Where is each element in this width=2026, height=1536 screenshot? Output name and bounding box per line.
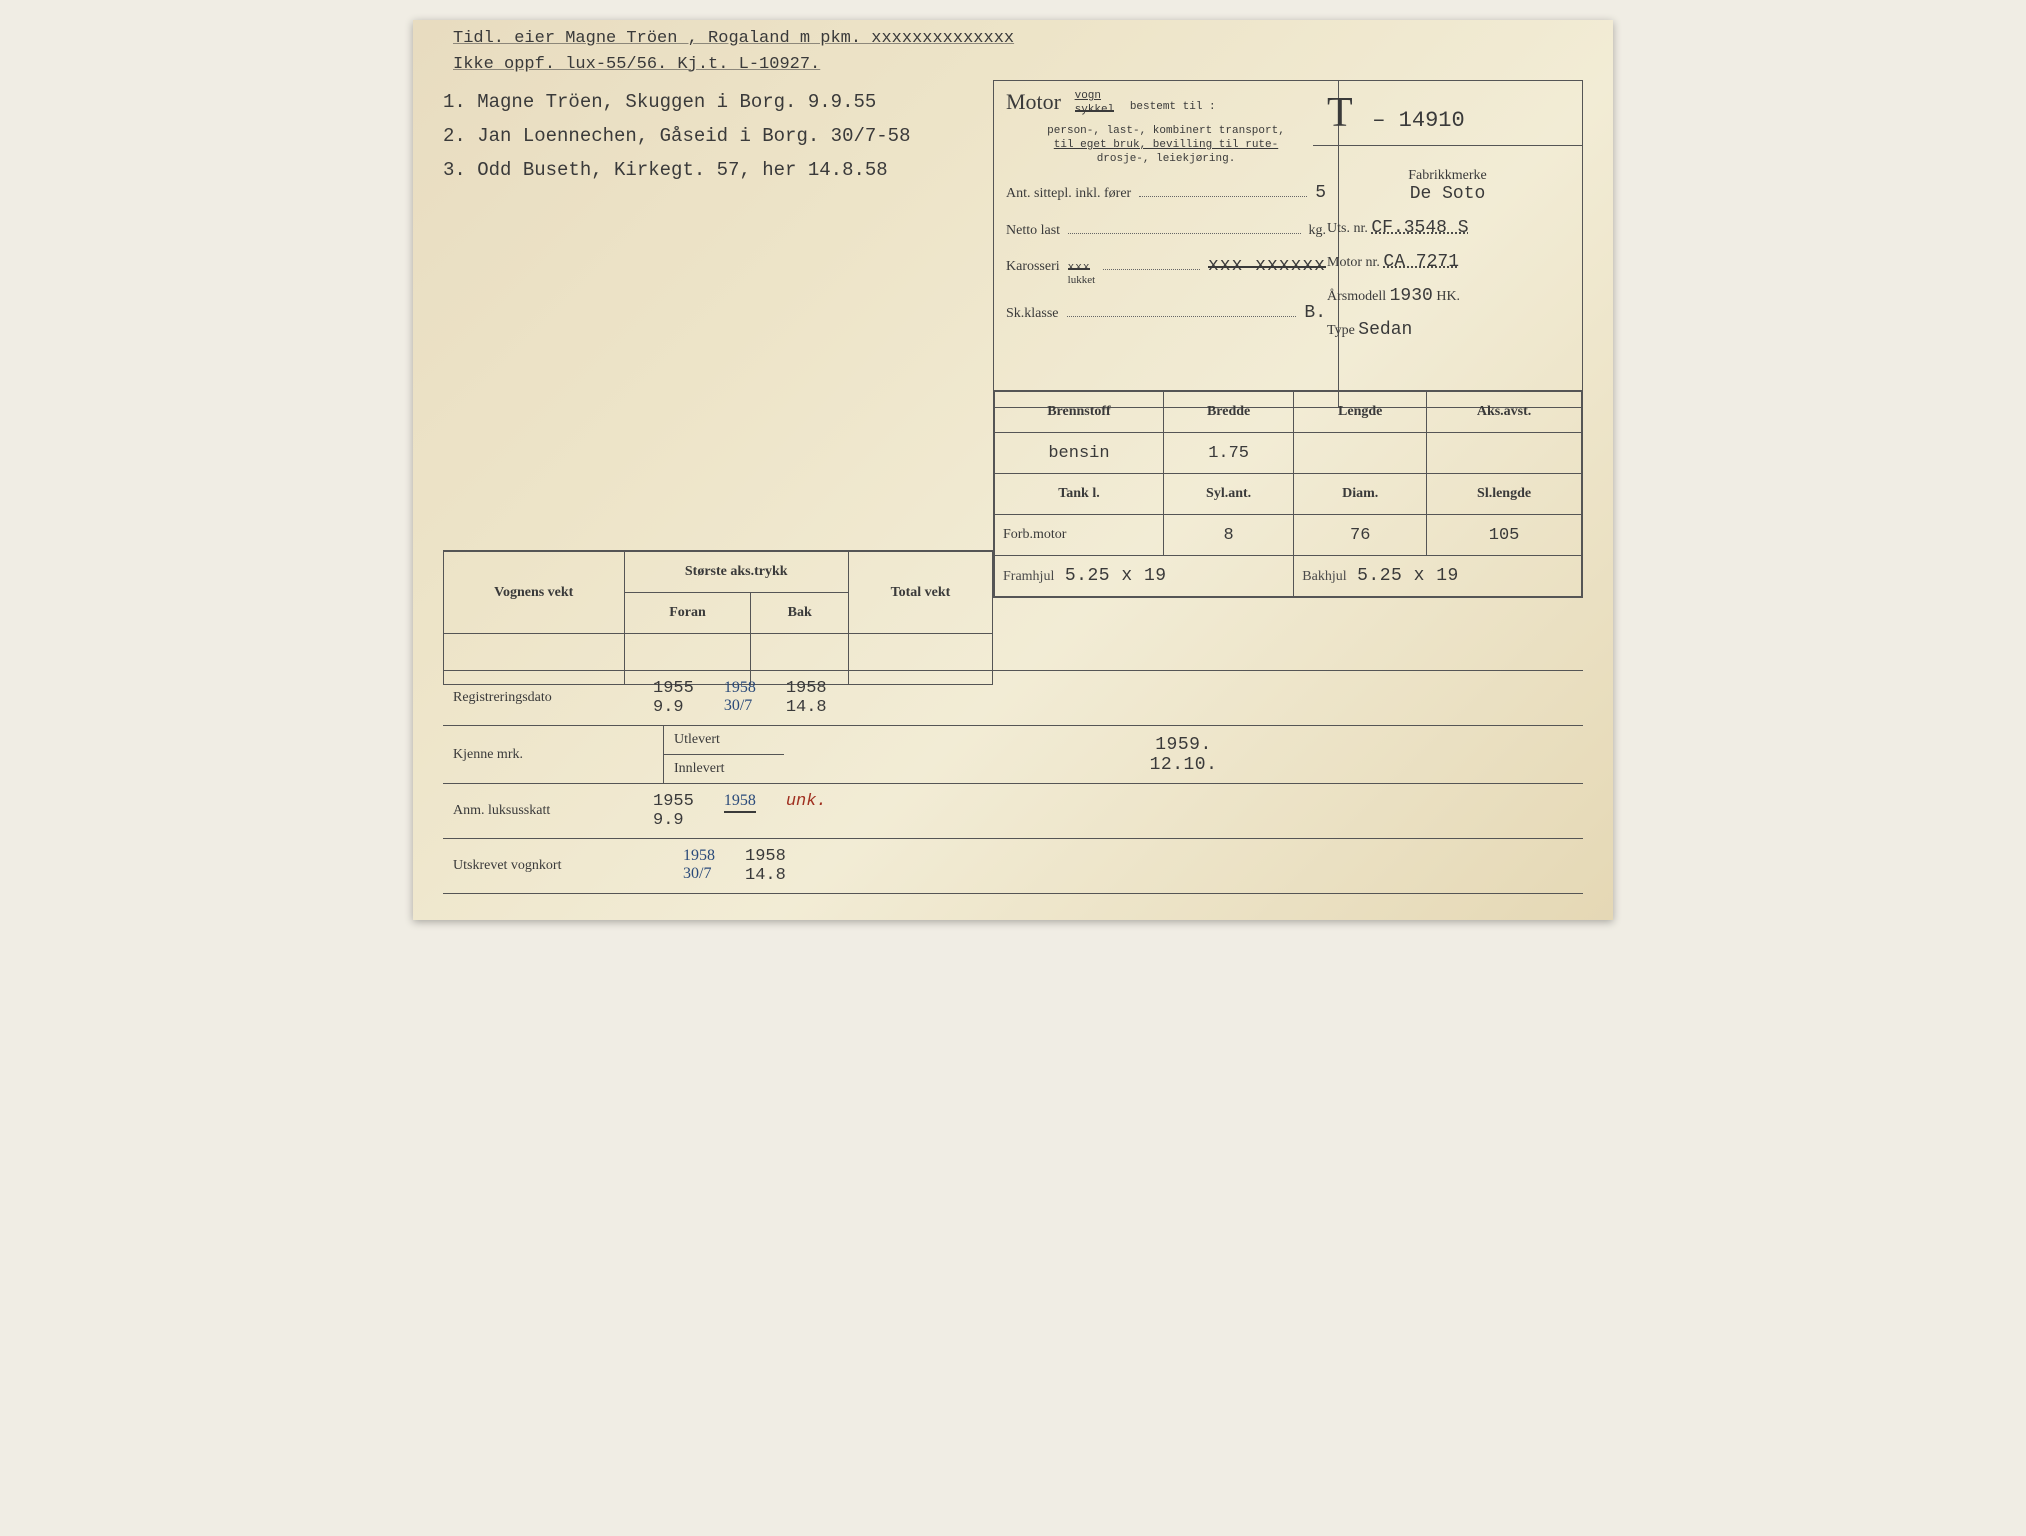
type: Sedan (1358, 320, 1412, 340)
vognkort-3: 1958 14.8 (745, 847, 786, 885)
luksus-2: 1958 (724, 792, 756, 830)
hdr-brennstoff: Brennstoff (995, 392, 1164, 433)
regdato-1: 1955 9.9 (653, 679, 694, 717)
netto-label: Netto last (1006, 223, 1060, 239)
val-lengde (1294, 433, 1427, 474)
type-label: Type (1327, 323, 1355, 338)
motornr-label: Motor nr. (1327, 255, 1380, 270)
framhjul-label: Framhjul (1003, 569, 1054, 584)
weight-grid: Vognens vekt Største aks.trykk Total vek… (443, 550, 993, 685)
innlevert-val: 1959. 12.10. (784, 729, 1583, 781)
luksus-red: unk. (786, 792, 827, 830)
vognkort-label: Utskrevet vognkort (453, 858, 653, 874)
innlevert-label: Innlevert (664, 755, 784, 783)
owner-3: 3. Odd Buseth, Kirkegt. 57, her 14.8.58 (443, 153, 983, 187)
utlevert-label: Utlevert (664, 726, 784, 755)
hdr-lengde: Lengde (1294, 392, 1427, 433)
motor-desc2: til eget bruk, bevilling til rute- (1054, 139, 1278, 151)
kjenne-label: Kjenne mrk. (443, 741, 663, 769)
val-brennstoff: bensin (995, 433, 1164, 474)
karosseri-x: xxx xxxxxx (1208, 256, 1326, 276)
hdr-bredde: Bredde (1163, 392, 1293, 433)
spec-grid: Brennstoff Bredde Lengde Aks.avst. bensi… (993, 390, 1583, 598)
utsnr: CF.3548 S (1371, 218, 1468, 238)
hdr-tank: Tank l. (995, 474, 1164, 515)
val-sllengde: 105 (1427, 515, 1582, 556)
karosseri-label: Karosseri (1006, 259, 1060, 275)
skklasse-label: Sk.klasse (1006, 306, 1059, 322)
karosseri-opts: lukket (1068, 274, 1096, 286)
registration-box: T – 14910 Fabrikkmerke De Soto Uts. nr. … (1313, 80, 1583, 408)
registration-card: Tidl. eier Magne Tröen , Rogaland m pkm.… (413, 20, 1613, 920)
utsnr-label: Uts. nr. (1327, 221, 1368, 236)
luksus-label: Anm. luksusskatt (453, 803, 653, 819)
owners-list: 1. Magne Tröen, Skuggen i Borg. 9.9.55 2… (443, 85, 983, 188)
arsmodell: 1930 (1390, 286, 1433, 306)
bakhjul-label: Bakhjul (1302, 569, 1346, 584)
vognens-vekt-label: Vognens vekt (444, 552, 625, 634)
fabrikkmerke-label: Fabrikkmerke (1327, 168, 1568, 184)
motor-desc1: person-, last-, kombinert transport, (1006, 124, 1326, 138)
bak-label: Bak (751, 593, 849, 634)
total-vekt-label: Total vekt (848, 552, 992, 634)
top-note-1: Tidl. eier Magne Tröen , Rogaland m pkm.… (453, 26, 1573, 52)
reg-number: – 14910 (1372, 108, 1464, 133)
hdr-diam: Diam. (1294, 474, 1427, 515)
bakhjul: 5.25 x 19 (1357, 566, 1459, 586)
regdato-label: Registreringsdato (453, 690, 653, 706)
motor-vogn: vogn (1075, 90, 1101, 102)
vognkort-2: 1958 30/7 (683, 847, 715, 885)
sitt-label: Ant. sittepl. inkl. fører (1006, 186, 1131, 202)
hdr-sllengde: Sl.lengde (1427, 474, 1582, 515)
top-note-2: Ikke oppf. lux-55/56. Kj.t. L-10927. (453, 52, 1573, 78)
bottom-rows: Registreringsdato 1955 9.9 1958 30/7 195… (443, 670, 1583, 894)
val-diam: 76 (1294, 515, 1427, 556)
val-bredde: 1.75 (1163, 433, 1293, 474)
motor-desc3: drosje-, leiekjøring. (1006, 152, 1326, 166)
hdr-sylant: Syl.ant. (1163, 474, 1293, 515)
owner-1: 1. Magne Tröen, Skuggen i Borg. 9.9.55 (443, 85, 983, 119)
motor-sykkel: sykkel (1075, 104, 1115, 116)
hdr-aksavst: Aks.avst. (1427, 392, 1582, 433)
motor-box: Motor vogn sykkel bestemt til : person-,… (993, 80, 1339, 408)
luksus-1: 1955 9.9 (653, 792, 694, 830)
motor-bestemt: bestemt til : (1130, 101, 1216, 113)
val-sylant: 8 (1163, 515, 1293, 556)
owner-2: 2. Jan Loennechen, Gåseid i Borg. 30/7-5… (443, 119, 983, 153)
hk-label: HK. (1436, 289, 1460, 304)
framhjul: 5.25 x 19 (1065, 566, 1167, 586)
val-aksavst (1427, 433, 1582, 474)
motornr: CA 7271 (1383, 252, 1459, 272)
foran-label: Foran (624, 593, 751, 634)
regdato-3: 1958 14.8 (786, 679, 827, 717)
regdato-2: 1958 30/7 (724, 679, 756, 717)
storste-label: Største aks.trykk (624, 552, 848, 593)
reg-prefix: T (1327, 90, 1353, 136)
top-notes: Tidl. eier Magne Tröen , Rogaland m pkm.… (453, 26, 1573, 77)
fabrikkmerke: De Soto (1327, 184, 1568, 204)
arsmodell-label: Årsmodell (1327, 289, 1386, 304)
motor-title: Motor (1006, 89, 1061, 114)
forbmotor-label: Forb.motor (995, 515, 1164, 556)
